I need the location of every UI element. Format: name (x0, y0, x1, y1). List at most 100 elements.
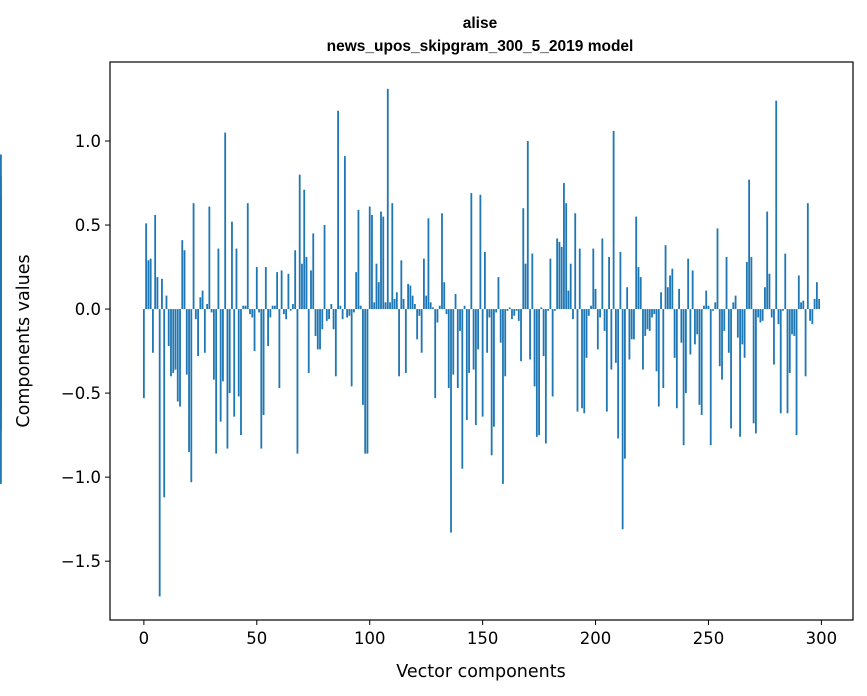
bar (407, 283, 410, 310)
bar (398, 309, 400, 377)
bar (380, 211, 382, 310)
bar (522, 208, 525, 310)
bar (529, 309, 531, 360)
bar (206, 304, 209, 310)
bar (599, 309, 601, 318)
bar (531, 253, 534, 310)
bar (517, 309, 520, 321)
bar (775, 100, 778, 310)
bar (282, 309, 285, 315)
bar (619, 251, 622, 310)
bar (626, 287, 629, 310)
bar (495, 309, 498, 313)
bar (404, 309, 407, 373)
bar (194, 309, 197, 320)
bar (574, 213, 577, 310)
y-tick-label: −1.0 (61, 468, 101, 487)
bar (608, 256, 610, 310)
bar (759, 309, 762, 323)
bar (348, 309, 351, 316)
bar (276, 272, 279, 310)
bar (504, 309, 507, 377)
bar (357, 209, 360, 310)
bar (684, 309, 687, 394)
bar (255, 267, 258, 310)
bar (716, 228, 719, 310)
bar (382, 216, 385, 310)
bar (770, 309, 773, 318)
bar (294, 250, 297, 310)
bar (163, 309, 166, 498)
bar (465, 309, 468, 420)
bar (725, 256, 728, 310)
x-tick-label: 150 (467, 629, 499, 648)
bar (373, 302, 376, 310)
bar (375, 263, 378, 310)
bar (273, 305, 276, 310)
bar (264, 267, 267, 310)
bar (296, 309, 299, 454)
bar (161, 278, 163, 310)
bar (748, 179, 751, 310)
bar (585, 309, 588, 358)
bar (0, 309, 2, 360)
bar (445, 309, 448, 315)
bar (506, 309, 509, 311)
y-axis-label: Components values (14, 254, 34, 427)
bar (301, 263, 303, 310)
bar (395, 292, 398, 310)
bar (452, 309, 455, 375)
bar (709, 309, 712, 446)
bar (307, 309, 310, 373)
bar (332, 309, 335, 330)
bar (757, 309, 760, 318)
bar (551, 309, 554, 397)
bar (592, 248, 595, 310)
bar (739, 309, 741, 437)
bar (680, 309, 683, 343)
x-axis-label: Vector components (396, 662, 565, 682)
bar (217, 248, 220, 310)
bar (215, 309, 218, 454)
bar (673, 309, 676, 358)
bar (303, 189, 306, 310)
bar (700, 309, 703, 415)
bar (558, 241, 561, 310)
bar (222, 309, 224, 382)
bar (714, 302, 717, 310)
bar (542, 309, 545, 357)
bar (682, 309, 685, 446)
bar (192, 203, 195, 310)
bar (251, 309, 254, 318)
bar (712, 309, 714, 311)
bar (761, 309, 764, 321)
bar (540, 307, 543, 310)
bar (513, 309, 516, 316)
bar (341, 309, 344, 320)
bar (278, 309, 281, 389)
bar (323, 225, 326, 310)
bar (587, 309, 590, 316)
bar (201, 290, 204, 310)
bar (743, 309, 746, 358)
bar (316, 309, 319, 350)
bar (325, 309, 328, 321)
bar (612, 130, 615, 310)
bar (377, 282, 380, 310)
bar (797, 275, 800, 310)
bar (409, 285, 412, 310)
bar (172, 309, 175, 373)
bar (526, 140, 529, 310)
bar (567, 290, 570, 310)
x-tick-label: 100 (354, 629, 386, 648)
bar (185, 309, 188, 375)
bar (411, 295, 414, 310)
bar (152, 309, 154, 353)
bar (359, 305, 362, 310)
bar (454, 293, 457, 310)
bar (736, 309, 739, 338)
bar (423, 258, 425, 310)
bar (0, 206, 2, 310)
bar (646, 309, 649, 330)
